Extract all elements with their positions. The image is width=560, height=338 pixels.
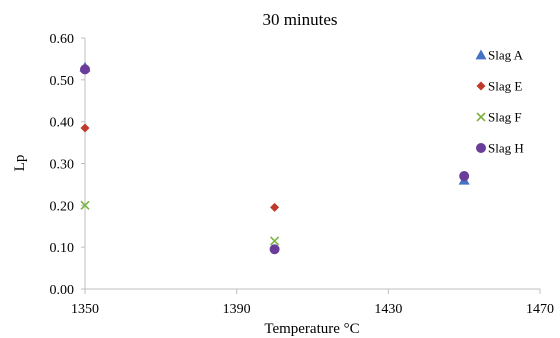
legend-label: Slag H bbox=[488, 141, 524, 156]
data-point-slag-e bbox=[80, 123, 90, 133]
legend-item-slag-a: Slag A bbox=[475, 48, 524, 63]
y-tick-label: 0.00 bbox=[50, 283, 75, 298]
data-point-slag-h bbox=[80, 64, 90, 75]
data-point-slag-f bbox=[80, 200, 90, 210]
data-point-slag-h bbox=[269, 244, 280, 255]
legend-label: Slag A bbox=[488, 48, 524, 63]
legend-item-slag-e: Slag E bbox=[476, 79, 522, 94]
marker-stroke bbox=[80, 200, 90, 210]
data-points bbox=[79, 61, 470, 255]
legend: Slag A Slag E Slag F Slag H bbox=[475, 48, 524, 156]
y-tick-label: 0.50 bbox=[50, 74, 75, 89]
marker-stroke bbox=[270, 236, 280, 246]
data-point-slag-f bbox=[270, 236, 280, 246]
legend-marker-slag-h bbox=[476, 143, 486, 153]
y-tick-label: 0.30 bbox=[50, 158, 75, 173]
y-axis-ticks: 0.00 0.10 0.20 0.30 0.40 0.50 0.60 bbox=[50, 32, 85, 298]
series-slag-f bbox=[80, 200, 280, 246]
x-tick-label: 1470 bbox=[526, 302, 554, 317]
legend-marker-slag-f bbox=[476, 112, 486, 122]
legend-marker-slag-e bbox=[476, 81, 486, 91]
legend-item-slag-f: Slag F bbox=[476, 110, 522, 125]
y-tick-label: 0.60 bbox=[50, 32, 75, 47]
series-slag-a bbox=[79, 61, 470, 185]
legend-label: Slag E bbox=[488, 79, 522, 94]
series-slag-h bbox=[80, 64, 470, 255]
marker-stroke bbox=[476, 112, 486, 122]
data-point-slag-h bbox=[459, 171, 470, 182]
series-slag-e bbox=[80, 123, 280, 212]
y-tick-label: 0.20 bbox=[50, 199, 75, 214]
legend-item-slag-h: Slag H bbox=[476, 141, 524, 156]
y-tick-label: 0.10 bbox=[50, 241, 75, 256]
y-axis-title: Lp bbox=[12, 155, 28, 172]
x-axis-title: Temperature °C bbox=[264, 321, 359, 337]
x-axis-ticks: 1350 1390 1430 1470 bbox=[71, 289, 554, 317]
legend-label: Slag F bbox=[488, 110, 522, 125]
chart-title: 30 minutes bbox=[262, 10, 337, 29]
x-tick-label: 1430 bbox=[374, 302, 402, 317]
x-tick-label: 1350 bbox=[71, 302, 99, 317]
y-tick-label: 0.40 bbox=[50, 116, 75, 131]
legend-marker-slag-a bbox=[475, 49, 487, 60]
x-tick-label: 1390 bbox=[223, 302, 251, 317]
data-point-slag-e bbox=[270, 202, 280, 212]
